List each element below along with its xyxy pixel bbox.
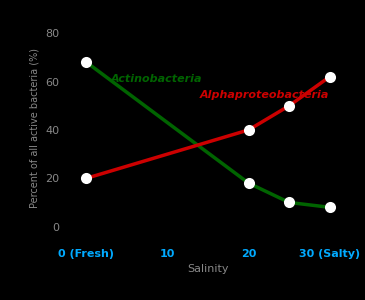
Text: Alphaproteobacteria: Alphaproteobacteria xyxy=(200,91,329,100)
X-axis label: Salinity: Salinity xyxy=(187,264,229,274)
Y-axis label: Percent of all active bacteria (%): Percent of all active bacteria (%) xyxy=(30,47,39,208)
Text: Actinobacteria: Actinobacteria xyxy=(111,74,202,84)
